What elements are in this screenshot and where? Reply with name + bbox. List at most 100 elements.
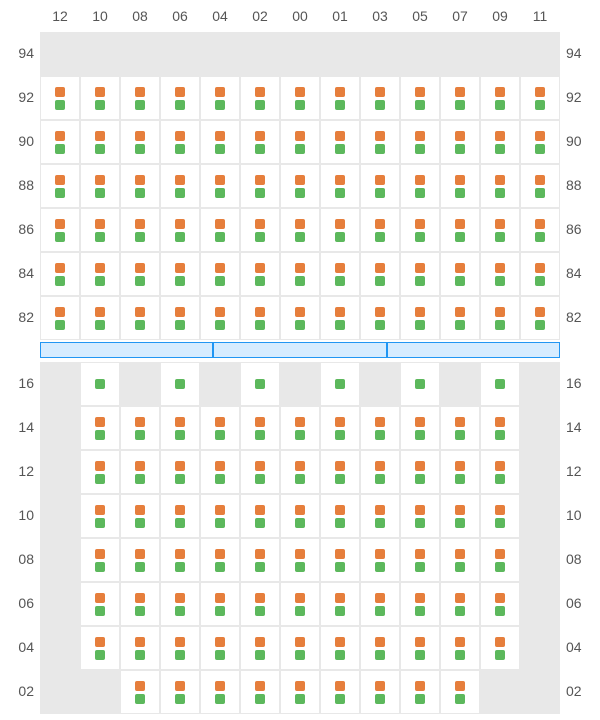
section-b-cell[interactable] — [120, 670, 160, 714]
section-b-cell[interactable] — [120, 450, 160, 494]
section-a-cell[interactable] — [480, 120, 520, 164]
section-b-cell[interactable] — [280, 582, 320, 626]
section-b-cell[interactable] — [280, 626, 320, 670]
section-b-cell[interactable] — [320, 626, 360, 670]
section-b-cell[interactable] — [280, 406, 320, 450]
section-b-cell[interactable] — [200, 670, 240, 714]
divider-segment[interactable] — [213, 342, 386, 358]
section-a-cell[interactable] — [240, 164, 280, 208]
section-a-cell[interactable] — [440, 252, 480, 296]
section-b-cell[interactable] — [360, 582, 400, 626]
section-b-cell[interactable] — [80, 362, 120, 406]
section-b-cell[interactable] — [160, 538, 200, 582]
section-a-cell[interactable] — [360, 164, 400, 208]
section-a-cell[interactable] — [400, 76, 440, 120]
divider-segment[interactable] — [40, 342, 213, 358]
section-b-cell[interactable] — [360, 626, 400, 670]
section-a-cell[interactable] — [200, 164, 240, 208]
section-b-cell[interactable] — [200, 494, 240, 538]
section-b-cell[interactable] — [80, 582, 120, 626]
section-b-cell[interactable] — [240, 626, 280, 670]
section-b-cell[interactable] — [200, 538, 240, 582]
section-b-cell[interactable] — [160, 670, 200, 714]
section-a-cell[interactable] — [240, 252, 280, 296]
section-a-cell[interactable] — [240, 120, 280, 164]
section-a-cell[interactable] — [80, 76, 120, 120]
section-a-cell[interactable] — [520, 208, 560, 252]
section-a-cell[interactable] — [280, 252, 320, 296]
section-b-cell[interactable] — [480, 582, 520, 626]
section-b-cell[interactable] — [480, 494, 520, 538]
section-b-cell[interactable] — [240, 538, 280, 582]
section-a-cell[interactable] — [520, 76, 560, 120]
section-a-cell[interactable] — [160, 76, 200, 120]
section-a-cell[interactable] — [480, 252, 520, 296]
section-a-cell[interactable] — [240, 208, 280, 252]
section-a-cell[interactable] — [440, 296, 480, 340]
section-a-cell[interactable] — [120, 208, 160, 252]
section-a-cell[interactable] — [360, 252, 400, 296]
section-b-cell[interactable] — [400, 406, 440, 450]
section-a-cell[interactable] — [320, 76, 360, 120]
section-b-cell[interactable] — [80, 406, 120, 450]
section-a-cell[interactable] — [440, 208, 480, 252]
section-b-cell[interactable] — [320, 494, 360, 538]
section-b-cell[interactable] — [200, 626, 240, 670]
section-a-cell[interactable] — [520, 296, 560, 340]
section-b-cell[interactable] — [400, 362, 440, 406]
section-a-cell[interactable] — [40, 252, 80, 296]
section-b-cell[interactable] — [80, 538, 120, 582]
section-a-cell[interactable] — [520, 164, 560, 208]
section-b-cell[interactable] — [200, 582, 240, 626]
section-a-cell[interactable] — [200, 252, 240, 296]
section-a-cell[interactable] — [80, 252, 120, 296]
section-b-cell[interactable] — [400, 582, 440, 626]
section-a-cell[interactable] — [40, 296, 80, 340]
section-a-cell[interactable] — [200, 120, 240, 164]
section-a-cell[interactable] — [320, 120, 360, 164]
section-a-cell[interactable] — [160, 296, 200, 340]
section-a-cell[interactable] — [480, 296, 520, 340]
section-b-cell[interactable] — [120, 538, 160, 582]
section-b-cell[interactable] — [320, 450, 360, 494]
section-a-cell[interactable] — [280, 76, 320, 120]
section-a-cell[interactable] — [320, 208, 360, 252]
section-a-cell[interactable] — [280, 164, 320, 208]
section-b-cell[interactable] — [120, 626, 160, 670]
section-b-cell[interactable] — [160, 362, 200, 406]
section-a-cell[interactable] — [280, 208, 320, 252]
section-a-cell[interactable] — [320, 252, 360, 296]
section-a-cell[interactable] — [360, 296, 400, 340]
section-a-cell[interactable] — [320, 164, 360, 208]
section-b-cell[interactable] — [440, 450, 480, 494]
section-a-cell[interactable] — [160, 208, 200, 252]
section-a-cell[interactable] — [240, 76, 280, 120]
section-b-cell[interactable] — [120, 582, 160, 626]
section-b-cell[interactable] — [400, 450, 440, 494]
section-a-cell[interactable] — [440, 164, 480, 208]
section-a-cell[interactable] — [400, 252, 440, 296]
section-a-cell[interactable] — [440, 120, 480, 164]
section-b-cell[interactable] — [160, 626, 200, 670]
section-b-cell[interactable] — [360, 538, 400, 582]
section-b-cell[interactable] — [280, 670, 320, 714]
section-b-cell[interactable] — [240, 406, 280, 450]
section-b-cell[interactable] — [240, 450, 280, 494]
section-a-cell[interactable] — [160, 120, 200, 164]
section-b-cell[interactable] — [320, 582, 360, 626]
section-a-cell[interactable] — [80, 164, 120, 208]
section-b-cell[interactable] — [440, 538, 480, 582]
section-a-cell[interactable] — [400, 164, 440, 208]
section-b-cell[interactable] — [440, 626, 480, 670]
section-b-cell[interactable] — [400, 670, 440, 714]
section-a-cell[interactable] — [360, 120, 400, 164]
section-a-cell[interactable] — [400, 120, 440, 164]
section-a-cell[interactable] — [120, 120, 160, 164]
section-b-cell[interactable] — [480, 406, 520, 450]
section-a-cell[interactable] — [160, 164, 200, 208]
section-b-cell[interactable] — [480, 626, 520, 670]
section-b-cell[interactable] — [440, 406, 480, 450]
section-b-cell[interactable] — [160, 406, 200, 450]
section-a-cell[interactable] — [200, 296, 240, 340]
section-a-cell[interactable] — [480, 164, 520, 208]
